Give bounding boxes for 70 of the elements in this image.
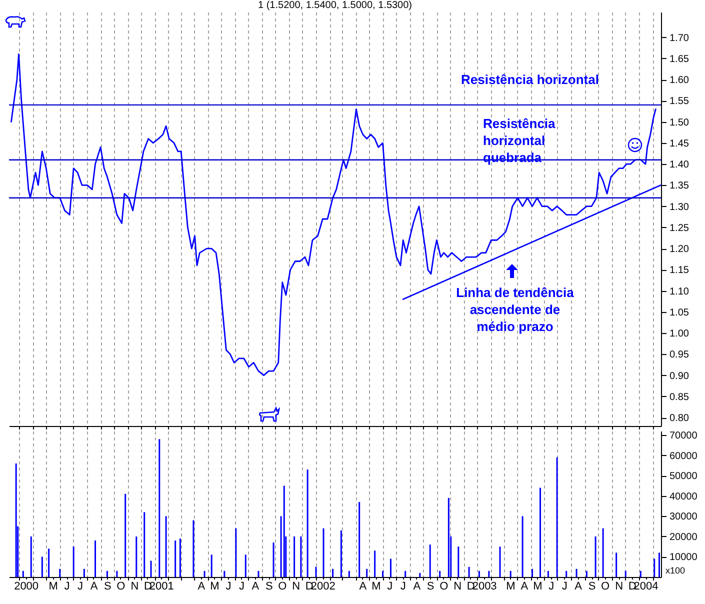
y-tick-label: 0.85	[670, 392, 690, 403]
x-tick-label: J	[78, 580, 84, 592]
x-tick-label: 2002	[310, 580, 336, 592]
x-tick-label: D	[466, 580, 475, 592]
x-tick-label: S	[426, 580, 434, 592]
x-tick-label: N	[292, 580, 300, 592]
y-tick-label: 50000	[670, 471, 698, 482]
x-tick-label: J	[226, 580, 232, 592]
annotation: Resistência horizontal	[460, 71, 600, 88]
x-tick-label: A	[359, 580, 368, 592]
x-tick-label: 2000	[14, 580, 39, 592]
y-tick-label: 0.95	[670, 350, 690, 361]
y-axis-title: x100	[666, 566, 686, 576]
y-tick-label: 1.50	[670, 117, 690, 128]
x-tick-label: A	[413, 580, 422, 592]
x-tick-label: J	[64, 580, 70, 592]
y-tick-label: 1.30	[670, 202, 690, 213]
x-tick-label: O	[601, 580, 610, 592]
x-tick-label: M	[210, 580, 220, 592]
x-tick-label: N	[454, 580, 462, 592]
y-tick-label: 1.60	[670, 75, 690, 86]
x-tick-label: N	[130, 580, 139, 592]
y-tick-label: 1.45	[670, 138, 690, 150]
y-tick-label: 1.25	[670, 222, 690, 234]
x-tick-label: M	[48, 580, 58, 592]
y-tick-label: 20000	[670, 532, 698, 543]
y-tick-label: 1.20	[670, 244, 690, 256]
x-tick-label: M	[533, 580, 542, 592]
y-tick-label: 70000	[670, 430, 698, 442]
x-tick-label: A	[520, 580, 529, 592]
y-tick-label: 1.70	[670, 32, 690, 44]
y-tick-label: 1.35	[670, 180, 690, 192]
y-tick-label: 60000	[670, 450, 698, 462]
y-tick-label: 1.05	[670, 307, 690, 318]
line-series	[10, 54, 656, 376]
x-tick-label: J	[562, 580, 568, 592]
y-tick-label: 40000	[670, 491, 698, 502]
x-tick-label: S	[265, 580, 273, 592]
x-tick-label: M	[372, 580, 381, 592]
x-tick-label: S	[588, 580, 596, 592]
y-tick-label: 1.65	[670, 54, 690, 65]
x-tick-label: N	[615, 580, 624, 592]
x-tick-label: D	[305, 580, 314, 592]
y-tick-label: 30000	[670, 512, 698, 523]
x-tick-label: S	[104, 580, 112, 592]
y-tick-label: 1.00	[670, 328, 690, 340]
x-tick-label: A	[90, 580, 98, 592]
x-tick-label: O	[116, 580, 126, 592]
x-tick-label: 2001	[149, 580, 174, 592]
y-tick-label: 1.40	[670, 160, 690, 171]
x-tick-label: 2003	[472, 580, 497, 592]
y-tick-label: 1.10	[670, 286, 690, 298]
y-tick-label: 10000	[670, 552, 698, 564]
x-tick-label: A	[574, 580, 583, 592]
y-tick-label: 1.55	[670, 96, 690, 108]
x-tick-label: O	[278, 580, 288, 592]
x-tick-label: J	[238, 580, 244, 592]
x-tick-label: J	[387, 580, 393, 592]
chart-title: 1 (1.5200, 1.5400, 1.5000, 1.5300)	[258, 0, 412, 11]
annotation: Linha de tendência ascendente de médio prazo	[455, 284, 575, 335]
y-tick-label: 1.15	[670, 265, 690, 276]
x-tick-label: A	[252, 580, 260, 592]
y-tick-label: 0.90	[670, 370, 690, 382]
x-tick-label: M	[506, 580, 516, 592]
y-tick-label: 0.80	[670, 413, 690, 424]
x-tick-label: J	[548, 580, 554, 592]
x-tick-label: O	[440, 580, 449, 592]
x-tick-label: J	[400, 580, 406, 592]
x-tick-label: A	[198, 580, 206, 592]
x-tick-label: D	[144, 580, 152, 592]
